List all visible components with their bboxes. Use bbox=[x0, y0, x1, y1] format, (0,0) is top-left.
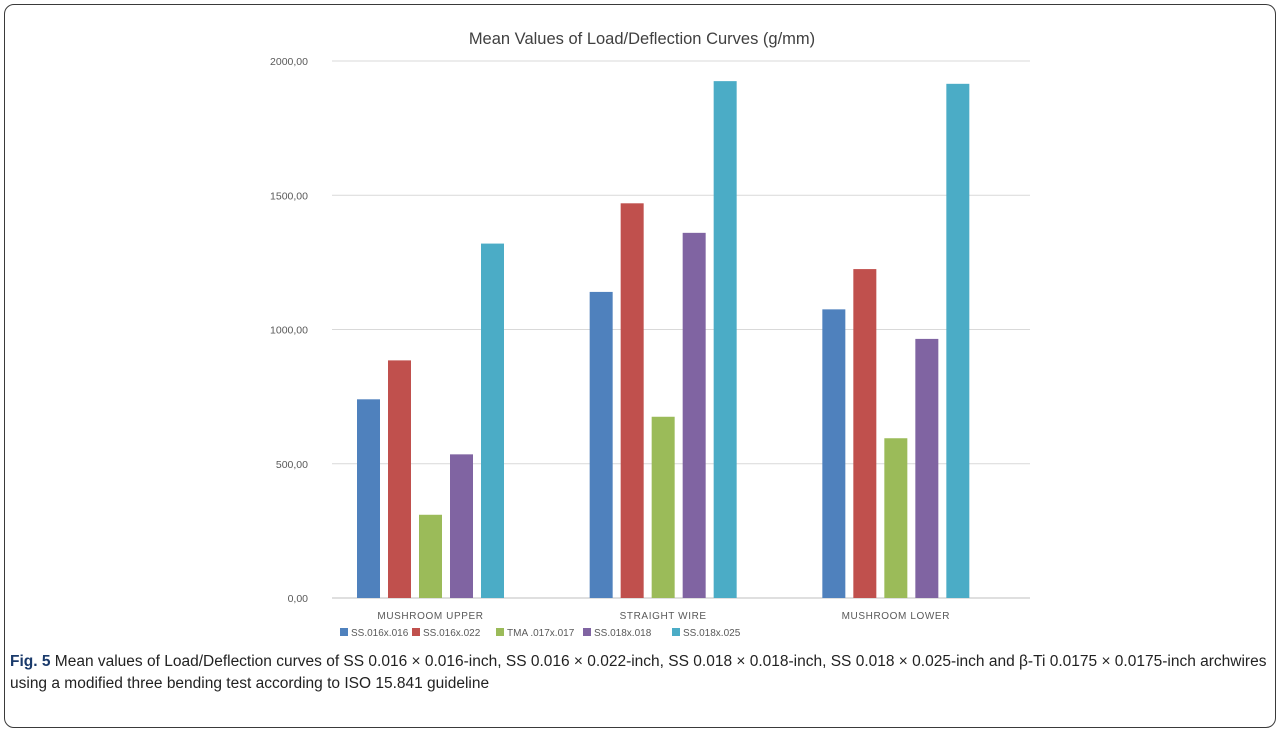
legend-swatch bbox=[672, 628, 680, 636]
x-tick-label: MUSHROOM LOWER bbox=[842, 611, 950, 622]
figure-label: Fig. 5 bbox=[10, 653, 51, 670]
bar bbox=[915, 338, 939, 598]
bar-chart: Mean Values of Load/Deflection Curves (g… bbox=[270, 30, 1030, 639]
legend-swatch bbox=[496, 628, 504, 636]
legend-label: SS.018x.025 bbox=[683, 628, 741, 639]
figure-caption: Fig. 5 Mean values of Load/Deflection cu… bbox=[10, 651, 1272, 695]
legend-swatch bbox=[412, 628, 420, 636]
bar bbox=[682, 232, 706, 598]
bar bbox=[620, 203, 644, 598]
bar bbox=[853, 269, 877, 598]
y-tick-label: 2000,00 bbox=[270, 56, 308, 68]
y-tick-label: 500,00 bbox=[276, 459, 308, 471]
bar bbox=[450, 454, 473, 598]
y-tick-label: 0,00 bbox=[288, 593, 309, 605]
bar bbox=[419, 514, 442, 598]
x-tick-label: STRAIGHT WIRE bbox=[620, 611, 707, 622]
bar bbox=[884, 438, 908, 598]
bar bbox=[651, 416, 675, 598]
legend-label: SS.016x.022 bbox=[423, 628, 481, 639]
x-tick-label: MUSHROOM UPPER bbox=[377, 611, 483, 622]
y-axis-ticks: 0,00 500,00 1000,00 1500,00 2000,00 bbox=[270, 56, 308, 605]
bar bbox=[589, 291, 613, 598]
x-axis-ticks: MUSHROOM UPPER STRAIGHT WIRE MUSHROOM LOWE… bbox=[377, 611, 950, 622]
legend-swatch bbox=[583, 628, 591, 636]
chart-title: Mean Values of Load/Deflection Curves (g… bbox=[469, 30, 815, 48]
bars bbox=[357, 81, 970, 598]
legend-label: SS.016x.016 bbox=[351, 628, 409, 639]
figure-caption-text: Mean values of Load/Deflection curves of… bbox=[10, 653, 1267, 692]
gridlines bbox=[332, 60, 1030, 599]
y-tick-label: 1500,00 bbox=[270, 190, 308, 202]
bar bbox=[357, 399, 380, 598]
legend-label: SS.018x.018 bbox=[594, 628, 652, 639]
bar bbox=[388, 360, 411, 598]
y-tick-label: 1000,00 bbox=[270, 325, 308, 337]
legend: SS.016x.016 SS.016x.022 TMA .017x.017 SS.01… bbox=[340, 628, 741, 639]
bar bbox=[481, 243, 504, 598]
bar bbox=[822, 309, 846, 598]
legend-swatch bbox=[340, 628, 348, 636]
bar bbox=[946, 83, 970, 598]
legend-label: TMA .017x.017 bbox=[507, 628, 575, 639]
bar bbox=[713, 81, 737, 598]
